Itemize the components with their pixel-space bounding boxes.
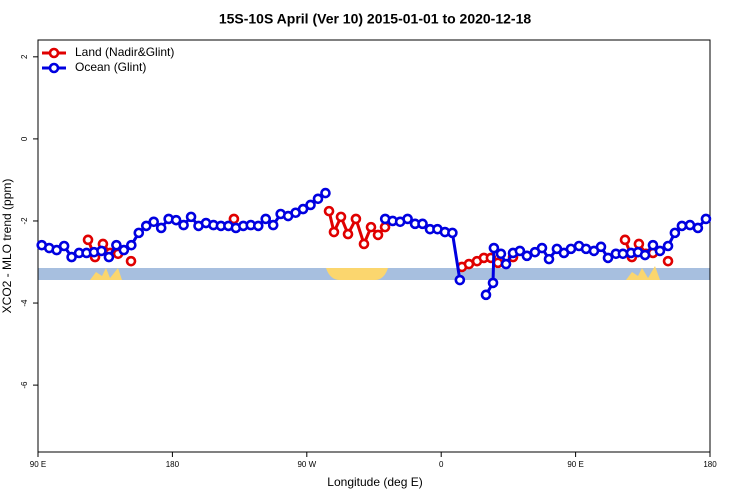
plot-frame <box>37 39 711 453</box>
point <box>133 227 145 239</box>
point <box>111 239 122 251</box>
point <box>140 220 152 232</box>
legend-marker <box>48 47 60 59</box>
point <box>639 249 651 261</box>
x-tick-label: 0 <box>439 460 444 469</box>
point <box>372 229 384 241</box>
point <box>335 211 347 223</box>
point <box>148 216 160 228</box>
legend-marker <box>48 62 60 74</box>
point <box>305 199 316 211</box>
point <box>521 250 533 262</box>
x-axis-label: Longitude (deg E) <box>327 475 422 489</box>
point <box>350 213 362 225</box>
point <box>312 193 324 205</box>
point <box>178 219 189 231</box>
point <box>617 248 629 260</box>
y-tick-label: -6 <box>20 381 29 389</box>
point <box>633 238 645 250</box>
point <box>365 221 377 233</box>
y-tick-label: -4 <box>20 299 29 307</box>
legend-label: Ocean (Glint) <box>75 60 146 74</box>
chart-title: 15S-10S April (Ver 10) 2015-01-01 to 202… <box>219 11 532 27</box>
point <box>492 257 504 269</box>
point <box>260 213 272 225</box>
point <box>228 213 240 225</box>
y-tick-label: 2 <box>20 54 29 59</box>
x-tick-label: 180 <box>166 460 180 469</box>
point <box>495 248 507 260</box>
mask-land <box>326 268 388 280</box>
point <box>488 242 500 254</box>
mask-land <box>90 268 122 280</box>
point <box>692 222 704 234</box>
point <box>602 252 614 264</box>
point <box>267 219 279 231</box>
point <box>126 239 137 251</box>
point <box>619 234 631 246</box>
legend-label: Land (Nadir&Glint) <box>75 45 174 59</box>
point <box>103 251 115 263</box>
point <box>454 274 466 286</box>
point <box>514 245 526 257</box>
point <box>66 251 77 263</box>
point <box>379 221 391 233</box>
point <box>125 255 137 267</box>
x-tick-label: 90 W <box>297 460 316 469</box>
point <box>328 226 340 238</box>
point <box>323 205 335 217</box>
point <box>647 239 659 251</box>
x-tick-label: 90 E <box>30 460 46 469</box>
point <box>58 240 70 252</box>
point <box>342 228 354 240</box>
land-mask <box>38 266 710 280</box>
mask-land <box>626 266 660 280</box>
point <box>170 214 182 226</box>
point <box>358 238 370 250</box>
point <box>543 253 555 265</box>
point <box>487 277 499 289</box>
y-tick-label: 0 <box>20 136 29 141</box>
point <box>595 241 607 253</box>
point <box>676 220 688 232</box>
point <box>654 245 666 257</box>
point <box>500 258 512 270</box>
point <box>447 227 458 239</box>
y-axis-label: XCO2 - MLO trend (ppm) <box>0 179 14 314</box>
point <box>662 255 674 267</box>
point <box>669 227 681 239</box>
point <box>118 244 130 256</box>
point <box>402 213 413 225</box>
point <box>155 222 167 234</box>
x-tick-label: 180 <box>703 460 717 469</box>
point <box>252 220 264 232</box>
point <box>297 203 309 215</box>
point <box>185 211 197 223</box>
point <box>96 245 107 257</box>
point <box>480 289 492 301</box>
point <box>320 187 331 199</box>
point <box>700 213 712 225</box>
point <box>536 242 548 254</box>
point <box>51 244 62 256</box>
point <box>417 218 428 230</box>
point <box>82 234 94 246</box>
x-tick-label: 90 E <box>567 460 583 469</box>
point <box>662 240 674 252</box>
y-tick-label: -2 <box>20 217 29 225</box>
